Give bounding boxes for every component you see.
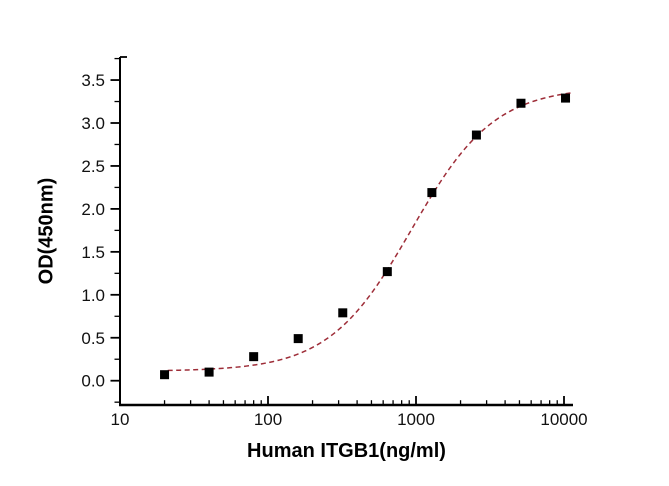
data-point-marker bbox=[338, 308, 348, 318]
y-tick-label: 1.5 bbox=[81, 243, 105, 262]
data-point-marker bbox=[561, 93, 571, 103]
y-tick-label: 2.5 bbox=[81, 157, 105, 176]
fit-curve bbox=[167, 91, 574, 372]
data-point-marker bbox=[249, 352, 259, 362]
x-axis-title: Human ITGB1(ng/ml) bbox=[247, 440, 446, 462]
data-point-marker bbox=[471, 130, 481, 140]
data-point-marker bbox=[293, 334, 303, 344]
y-axis-title: OD(450nm) bbox=[35, 177, 58, 285]
y-tick-label: 0.0 bbox=[81, 372, 105, 391]
data-point-marker bbox=[204, 367, 214, 377]
x-tick-label: 1000 bbox=[397, 410, 435, 429]
y-tick-label: 3.0 bbox=[81, 114, 105, 133]
data-point-marker bbox=[382, 267, 392, 277]
x-tick-label: 100 bbox=[254, 410, 282, 429]
data-point-marker bbox=[516, 98, 526, 108]
x-tick-label: 10 bbox=[111, 410, 130, 429]
x-tick-label: 10000 bbox=[540, 410, 587, 429]
y-tick-label: 2.0 bbox=[81, 200, 105, 219]
y-tick-label: 0.5 bbox=[81, 329, 105, 348]
data-point-marker bbox=[160, 370, 170, 380]
y-tick-label: 3.5 bbox=[81, 71, 105, 90]
data-point-marker bbox=[427, 188, 437, 198]
y-tick-label: 1.0 bbox=[81, 286, 105, 305]
